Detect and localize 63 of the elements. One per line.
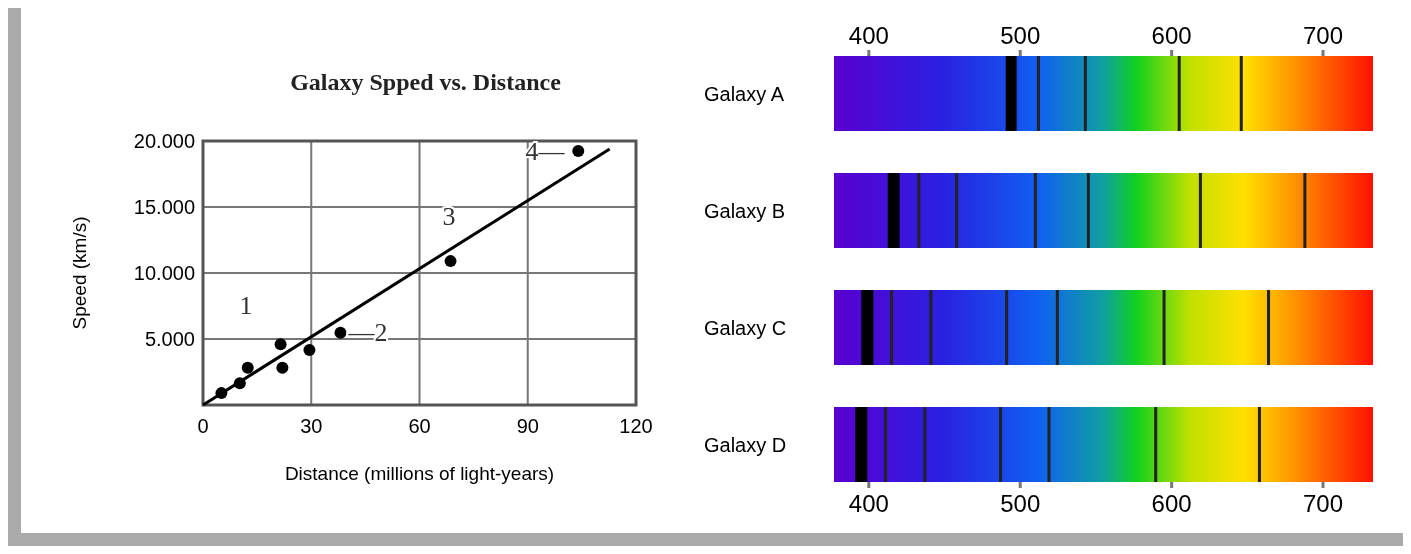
- point: [303, 343, 316, 356]
- annotation: 3: [442, 202, 456, 231]
- chart-title: Galaxy Spped vs. Distance: [290, 69, 562, 95]
- bar: [999, 407, 1003, 482]
- x-tick-label: 30: [300, 415, 323, 437]
- bar: [923, 407, 927, 482]
- point: [276, 361, 289, 374]
- x-axis-title: Distance (millions of light-years): [284, 463, 555, 484]
- bar: [1257, 407, 1261, 482]
- bar: [1055, 290, 1059, 365]
- bar: [929, 290, 933, 365]
- x-tick-label: 400: [848, 490, 889, 517]
- bar: [834, 407, 1373, 482]
- annotation: 1: [239, 291, 253, 320]
- bar: [1177, 56, 1181, 131]
- bar: [1086, 173, 1090, 248]
- x2-tick-label: 500: [1000, 22, 1041, 49]
- x2-tick-label: 600: [1151, 22, 1192, 49]
- bar: [834, 290, 1373, 365]
- y-tick-label: Galaxy A: [704, 82, 785, 105]
- y-tick-label: 20.000: [133, 130, 195, 152]
- bar: [1162, 290, 1166, 365]
- x-tick-label: 120: [619, 415, 653, 437]
- x2-tick-label: 400: [848, 22, 889, 49]
- x-tick-label: 500: [1000, 490, 1041, 517]
- y-tick-label: 15.000: [133, 196, 195, 218]
- bar: [1033, 173, 1037, 248]
- y-tick-label: 5.000: [144, 328, 195, 350]
- bar: [834, 56, 1373, 131]
- y-tick-label: 10.000: [133, 262, 195, 284]
- x-tick-label: 60: [408, 415, 431, 437]
- bar: [834, 173, 1373, 248]
- bar: [855, 407, 868, 482]
- y-tick-label: Galaxy D: [704, 433, 787, 456]
- bar: [1198, 173, 1202, 248]
- bar: [955, 173, 959, 248]
- bar: [917, 173, 921, 248]
- bar: [1154, 407, 1158, 482]
- bar: [1036, 56, 1040, 131]
- bar: [1005, 56, 1017, 131]
- x-tick-label: 600: [1151, 490, 1192, 517]
- bar: [1267, 290, 1271, 365]
- point: [274, 338, 287, 351]
- point: [572, 145, 585, 158]
- x2-tick-label: 700: [1303, 22, 1344, 49]
- y-tick-label: Galaxy C: [704, 316, 787, 339]
- bar: [1083, 56, 1087, 131]
- x-tick-label: 0: [197, 415, 209, 437]
- point: [444, 255, 457, 268]
- bar: [1303, 173, 1307, 248]
- point: [334, 326, 347, 339]
- y-axis-title: Speed (km/s): [69, 216, 90, 330]
- bar: [1005, 290, 1009, 365]
- y-tick-label: Galaxy B: [704, 199, 786, 222]
- bar: [1047, 407, 1051, 482]
- point: [241, 361, 254, 374]
- bar: [883, 407, 887, 482]
- bar: [861, 290, 874, 365]
- bar: [1239, 56, 1243, 131]
- bar: [887, 173, 900, 248]
- x-tick-label: 90: [516, 415, 539, 437]
- bar: [890, 290, 894, 365]
- x-tick-label: 700: [1303, 490, 1344, 517]
